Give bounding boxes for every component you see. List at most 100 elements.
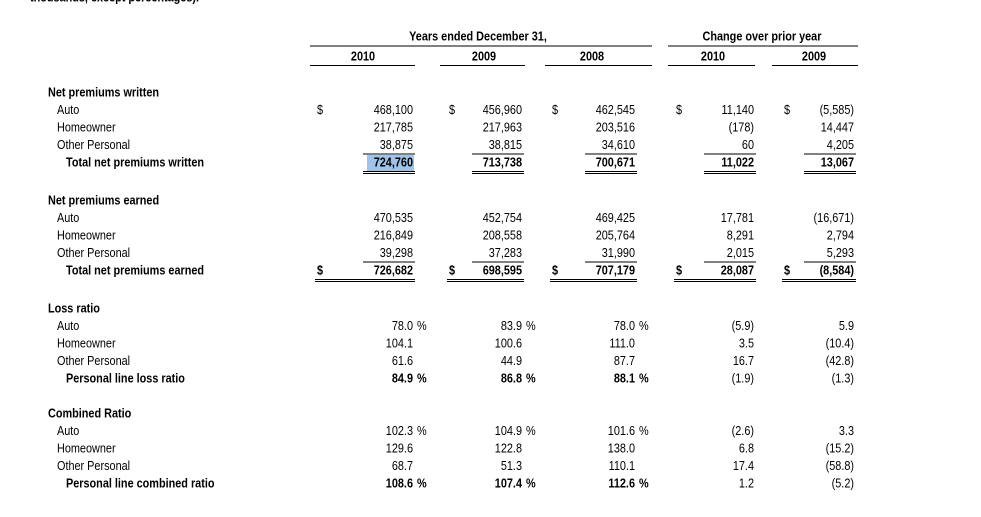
row-label: Homeowner xyxy=(57,442,116,456)
cell-value: 707,179 xyxy=(596,264,636,278)
cell-value: (5.9) xyxy=(732,319,754,333)
cell-value: 112.6 xyxy=(608,477,635,491)
row-label: Other Personal xyxy=(57,138,130,152)
cell-value: 104.1 xyxy=(386,337,413,351)
percent-sign: % xyxy=(417,319,427,333)
cell-value: (1.9) xyxy=(732,372,754,386)
section-title: Net premiums earned xyxy=(48,194,159,208)
percent-sign: % xyxy=(526,424,536,438)
cell-value: 5,293 xyxy=(827,246,854,260)
row-label: Homeowner xyxy=(57,121,116,135)
cell-value: 68.7 xyxy=(392,459,413,473)
row-label: Auto xyxy=(57,319,80,333)
cell-value: 203,516 xyxy=(596,121,635,135)
cell-value: 78.0 xyxy=(392,319,414,333)
percent-sign: % xyxy=(526,372,536,386)
cell-value: 469,425 xyxy=(596,211,636,225)
cell-value: 13,067 xyxy=(821,156,854,170)
percent-sign: % xyxy=(639,319,649,333)
currency-symbol: $ xyxy=(784,264,790,278)
cell-value: 8,291 xyxy=(727,229,754,243)
group-header: Years ended December 31, xyxy=(409,30,547,44)
currency-symbol: $ xyxy=(676,264,682,278)
cell-value: 138.0 xyxy=(608,442,636,456)
percent-sign: % xyxy=(639,424,649,438)
percent-sign: % xyxy=(639,477,649,491)
cell-value: 60 xyxy=(742,138,755,152)
section-title: Combined Ratio xyxy=(48,407,131,421)
currency-symbol: $ xyxy=(317,264,323,278)
cell-value: 456,960 xyxy=(483,103,523,117)
cell-value: 468,100 xyxy=(374,103,414,117)
currency-symbol: $ xyxy=(784,103,790,117)
cell-value: (42.8) xyxy=(826,354,854,368)
currency-symbol: $ xyxy=(317,103,323,117)
cell-value: (178) xyxy=(729,121,754,135)
intro-text: thousands, except percentages). xyxy=(30,0,199,5)
cell-value: (16,671) xyxy=(814,211,855,225)
cell-value: (10.4) xyxy=(826,337,854,351)
table-body: thousands, except percentages). Years end… xyxy=(30,0,859,491)
cell-value: 208,558 xyxy=(483,229,522,243)
cell-value: 3.5 xyxy=(739,337,755,351)
cell-value: 87.7 xyxy=(614,354,635,368)
cell-value: 5.9 xyxy=(839,319,854,333)
currency-symbol: $ xyxy=(676,103,682,117)
cell-value: (5,585) xyxy=(820,103,855,117)
cell-value: 78.0 xyxy=(614,319,636,333)
cell-value: 102.3 xyxy=(386,424,413,438)
cell-value: 122.8 xyxy=(495,442,522,456)
cell-value: 700,671 xyxy=(596,156,636,170)
column-header: 2009 xyxy=(802,50,827,64)
percent-sign: % xyxy=(417,372,427,386)
column-header: 2010 xyxy=(351,50,376,64)
row-label: Other Personal xyxy=(57,246,130,260)
cell-value: 86.8 xyxy=(501,372,523,386)
cell-value: 104.9 xyxy=(495,424,522,438)
cell-value: 726,682 xyxy=(374,264,414,278)
column-header: 2008 xyxy=(580,50,605,64)
cell-value: 37,283 xyxy=(489,246,522,260)
currency-symbol: $ xyxy=(449,103,455,117)
currency-symbol: $ xyxy=(552,103,558,117)
selection-highlight xyxy=(367,155,414,171)
total-label: Total net premiums written xyxy=(66,156,204,170)
cell-value: 38,815 xyxy=(489,138,523,152)
cell-value: 11,022 xyxy=(721,156,754,170)
row-label: Auto xyxy=(57,211,80,225)
row-label: Homeowner xyxy=(57,229,116,243)
row-label: Homeowner xyxy=(57,337,116,351)
row-label: Auto xyxy=(57,424,80,438)
cell-value: 84.9 xyxy=(392,372,414,386)
cell-value: 100.6 xyxy=(495,337,522,351)
cell-value: 11,140 xyxy=(722,103,755,117)
cell-value: 83.9 xyxy=(501,319,522,333)
cell-value: 3.3 xyxy=(839,424,854,438)
row-label: Other Personal xyxy=(57,459,130,473)
cell-value: 51.3 xyxy=(501,459,522,473)
column-header: 2009 xyxy=(472,50,497,64)
total-label: Personal line loss ratio xyxy=(66,372,185,386)
cell-value: (5.2) xyxy=(832,477,854,491)
cell-value: 61.6 xyxy=(392,354,413,368)
cell-value: 205,764 xyxy=(596,229,636,243)
cell-value: 108.6 xyxy=(386,477,414,491)
section-title: Loss ratio xyxy=(48,302,100,316)
cell-value: 101.6 xyxy=(608,424,635,438)
percent-sign: % xyxy=(417,477,427,491)
percent-sign: % xyxy=(417,424,427,438)
row-label: Other Personal xyxy=(57,354,130,368)
cell-value: 28,087 xyxy=(721,264,754,278)
cell-value: 470,535 xyxy=(374,211,414,225)
cell-value: (58.8) xyxy=(826,459,854,473)
total-label: Total net premiums earned xyxy=(66,264,204,278)
percent-sign: % xyxy=(526,319,536,333)
cell-value: 44.9 xyxy=(501,354,522,368)
cell-value: 110.1 xyxy=(609,459,635,473)
cell-value: (8,584) xyxy=(820,264,855,278)
cell-value: 217,785 xyxy=(374,121,414,135)
cell-value: (2.6) xyxy=(732,424,754,438)
group-header: Change over prior year xyxy=(703,30,822,44)
cell-value: 14,447 xyxy=(821,121,854,135)
